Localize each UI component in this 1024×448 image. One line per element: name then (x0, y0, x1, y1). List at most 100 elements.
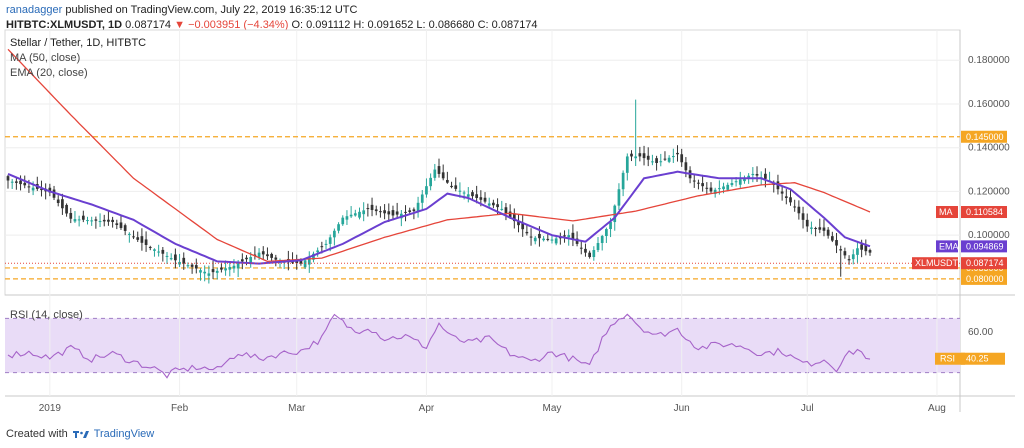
candle-body[interactable] (358, 211, 361, 218)
candle-body[interactable] (801, 213, 805, 220)
candle-body[interactable] (274, 257, 278, 260)
candle-body[interactable] (466, 194, 470, 197)
candle-body[interactable] (600, 236, 604, 244)
candle-body[interactable] (111, 219, 114, 223)
candle-body[interactable] (730, 183, 734, 186)
candle-body[interactable] (738, 179, 742, 185)
candle-body[interactable] (512, 213, 516, 222)
candle-body[interactable] (646, 155, 650, 160)
candle-body[interactable] (165, 255, 169, 257)
candle-body[interactable] (697, 182, 700, 184)
candle-body[interactable] (157, 251, 160, 253)
candle-body[interactable] (550, 239, 554, 241)
candle-body[interactable] (69, 212, 73, 219)
candle-body[interactable] (500, 208, 504, 210)
candle-body[interactable] (571, 232, 575, 240)
candle-body[interactable] (215, 270, 219, 273)
candle-body[interactable] (379, 211, 382, 213)
candle-body[interactable] (94, 219, 98, 221)
candle-body[interactable] (61, 199, 64, 209)
candle-body[interactable] (412, 209, 416, 212)
candle-body[interactable] (341, 217, 345, 225)
candle-body[interactable] (634, 156, 638, 159)
candle-body[interactable] (153, 249, 156, 251)
candle-body[interactable] (324, 243, 328, 245)
candle-body[interactable] (312, 253, 315, 260)
candle-body[interactable] (240, 259, 244, 262)
candle-body[interactable] (245, 257, 248, 260)
candle-body[interactable] (148, 246, 152, 248)
candle-body[interactable] (676, 152, 679, 155)
candle-body[interactable] (161, 249, 165, 254)
candle-body[interactable] (793, 206, 797, 208)
candle-body[interactable] (542, 238, 545, 241)
candle-body[interactable] (169, 258, 173, 260)
candle-body[interactable] (835, 240, 838, 246)
candle-body[interactable] (337, 224, 340, 231)
candle-body[interactable] (655, 158, 658, 163)
candle-body[interactable] (617, 189, 621, 206)
candle-body[interactable] (579, 247, 583, 249)
candle-body[interactable] (856, 248, 859, 255)
candle-body[interactable] (805, 219, 809, 227)
candle-body[interactable] (701, 183, 704, 187)
candle-body[interactable] (383, 210, 386, 214)
candle-body[interactable] (864, 245, 868, 252)
candle-body[interactable] (450, 185, 453, 188)
candle-body[interactable] (123, 225, 127, 231)
candle-body[interactable] (575, 238, 579, 244)
candle-body[interactable] (743, 177, 746, 182)
candle-body[interactable] (236, 263, 240, 269)
candle-body[interactable] (692, 180, 696, 182)
candle-body[interactable] (207, 273, 211, 276)
candle-body[interactable] (609, 222, 612, 230)
candle-body[interactable] (86, 220, 89, 222)
candle-body[interactable] (23, 182, 27, 186)
candle-body[interactable] (638, 153, 642, 157)
candle-body[interactable] (391, 210, 395, 216)
candle-body[interactable] (663, 158, 667, 160)
candle-body[interactable] (446, 179, 449, 183)
candle-body[interactable] (517, 221, 520, 226)
candle-body[interactable] (521, 223, 525, 230)
candle-body[interactable] (307, 257, 311, 265)
candle-body[interactable] (408, 210, 412, 212)
candle-body[interactable] (533, 237, 537, 242)
candle-body[interactable] (353, 213, 357, 216)
candle-body[interactable] (349, 214, 353, 217)
candle-body[interactable] (228, 267, 232, 270)
candle-body[interactable] (487, 203, 491, 206)
candle-body[interactable] (734, 181, 738, 183)
candle-body[interactable] (232, 265, 236, 269)
candle-body[interactable] (764, 173, 767, 179)
candle-body[interactable] (584, 248, 587, 253)
candle-body[interactable] (755, 173, 759, 176)
candle-body[interactable] (328, 237, 332, 244)
candle-body[interactable] (797, 206, 801, 214)
candle-body[interactable] (48, 187, 52, 193)
candle-body[interactable] (429, 177, 432, 187)
candle-body[interactable] (546, 238, 550, 240)
candle-body[interactable] (211, 269, 215, 273)
candle-body[interactable] (295, 260, 299, 264)
candle-body[interactable] (249, 257, 253, 263)
candle-body[interactable] (529, 236, 533, 238)
candle-body[interactable] (713, 189, 717, 194)
candle-body[interactable] (19, 180, 22, 185)
candle-body[interactable] (136, 237, 140, 240)
candle-body[interactable] (851, 254, 855, 260)
candle-body[interactable] (642, 153, 646, 159)
candle-body[interactable] (592, 250, 596, 258)
candle-body[interactable] (81, 215, 85, 220)
candle-body[interactable] (199, 270, 202, 273)
candle-body[interactable] (462, 192, 466, 194)
candle-body[interactable] (299, 259, 303, 264)
candle-body[interactable] (504, 207, 508, 213)
candle-body[interactable] (847, 259, 851, 261)
candle-body[interactable] (709, 187, 713, 192)
candle-body[interactable] (475, 194, 479, 198)
candle-body[interactable] (420, 194, 424, 203)
candle-body[interactable] (107, 219, 110, 222)
candle-body[interactable] (186, 265, 190, 267)
